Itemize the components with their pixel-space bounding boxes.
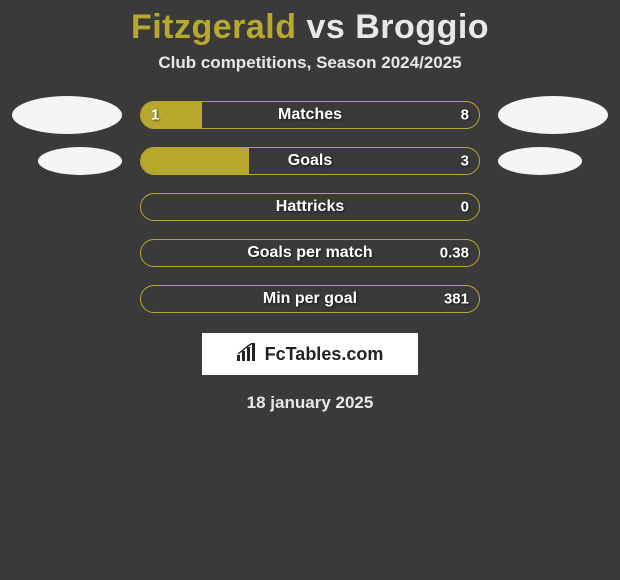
stat-label: Matches	[278, 106, 342, 124]
brand-badge: FcTables.com	[202, 333, 418, 375]
stat-value-right: 381	[444, 291, 469, 308]
stat-value-right: 8	[461, 107, 469, 124]
stat-bar-fill	[141, 148, 249, 174]
stat-label: Min per goal	[263, 290, 357, 308]
date-label: 18 january 2025	[0, 393, 620, 413]
stat-row: 1 Matches 8	[0, 101, 620, 129]
brand-text: FcTables.com	[237, 343, 384, 366]
stat-value-right: 0.38	[440, 245, 469, 262]
player1-name: Fitzgerald	[131, 8, 297, 46]
stat-label: Goals	[288, 152, 332, 170]
stat-bar: 1 Matches 8	[140, 101, 480, 129]
brand-label: FcTables.com	[265, 344, 384, 365]
stat-row: Min per goal 381	[0, 285, 620, 313]
stat-label: Goals per match	[247, 244, 372, 262]
page-title: Fitzgerald vs Broggio	[0, 0, 620, 53]
player1-avatar	[12, 96, 122, 134]
stat-row: Goals 3	[0, 147, 620, 175]
stat-value-left: 1	[151, 107, 159, 124]
stat-bar: Min per goal 381	[140, 285, 480, 313]
subtitle: Club competitions, Season 2024/2025	[0, 53, 620, 73]
bar-chart-icon	[237, 343, 259, 366]
player2-name: Broggio	[355, 8, 489, 46]
vs-label: vs	[306, 8, 345, 46]
stat-bars: 1 Matches 8 Goals 3 Hattricks 0 Goals per match…	[0, 101, 620, 313]
player2-avatar	[498, 96, 608, 134]
stat-row: Goals per match 0.38	[0, 239, 620, 267]
stat-bar: Hattricks 0	[140, 193, 480, 221]
stat-value-right: 0	[461, 199, 469, 216]
player1-avatar	[38, 147, 122, 175]
stat-row: Hattricks 0	[0, 193, 620, 221]
stat-bar: Goals 3	[140, 147, 480, 175]
stat-label: Hattricks	[276, 198, 344, 216]
stat-value-right: 3	[461, 153, 469, 170]
comparison-card: Fitzgerald vs Broggio Club competitions,…	[0, 0, 620, 413]
stat-bar: Goals per match 0.38	[140, 239, 480, 267]
player2-avatar	[498, 147, 582, 175]
